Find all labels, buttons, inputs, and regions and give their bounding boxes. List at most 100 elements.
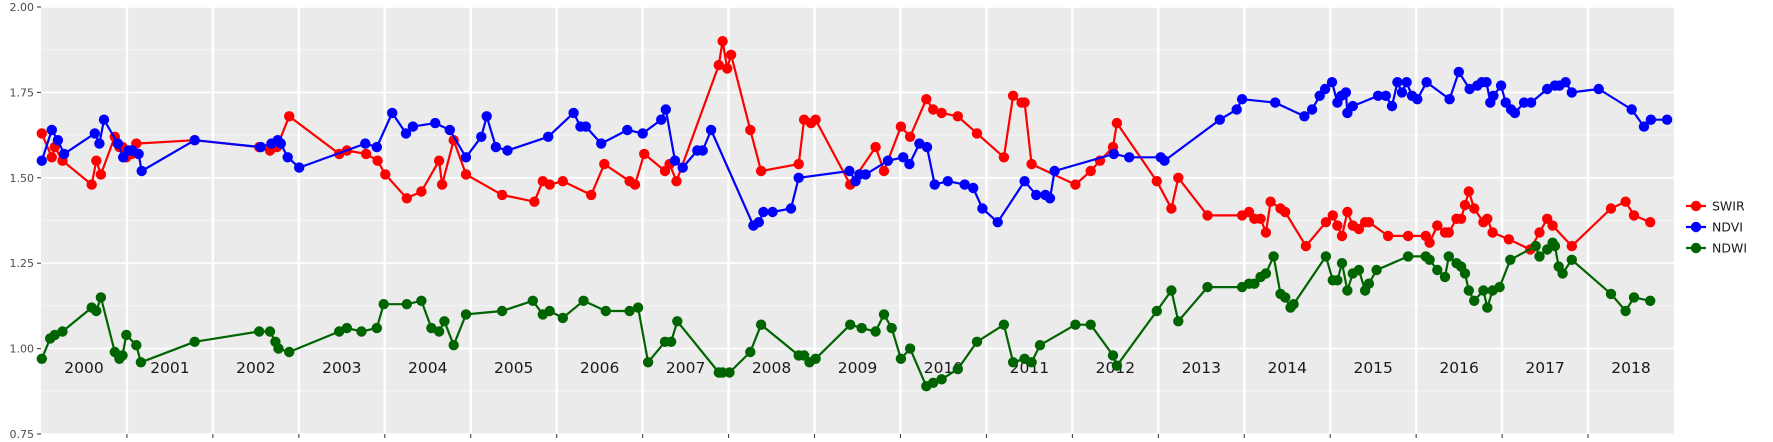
- year-label: 2007: [666, 359, 705, 377]
- data-point: [600, 305, 611, 317]
- data-point: [1166, 203, 1177, 214]
- data-point: [1534, 251, 1545, 262]
- data-point: [1469, 203, 1480, 214]
- data-point: [1265, 196, 1276, 207]
- data-point: [1236, 94, 1248, 105]
- data-point: [629, 179, 641, 190]
- data-point: [360, 148, 372, 160]
- data-point: [1320, 217, 1332, 228]
- year-label: 2000: [64, 359, 103, 377]
- data-point: [1336, 258, 1348, 269]
- data-point: [544, 305, 555, 317]
- data-point: [1300, 240, 1312, 252]
- data-point: [1620, 305, 1631, 317]
- data-point: [959, 179, 970, 190]
- data-point: [656, 114, 667, 125]
- data-point: [725, 49, 737, 60]
- data-point: [490, 141, 502, 153]
- data-point: [1280, 292, 1291, 303]
- data-point: [91, 305, 102, 317]
- data-point: [544, 179, 555, 190]
- data-point: [1320, 251, 1332, 262]
- data-point: [481, 111, 492, 122]
- data-point: [36, 353, 47, 364]
- data-point: [753, 217, 764, 228]
- data-point: [439, 316, 450, 327]
- data-point: [1270, 97, 1281, 108]
- data-point: [356, 326, 367, 337]
- data-point: [936, 107, 947, 119]
- data-point: [433, 326, 445, 337]
- data-point: [1319, 83, 1331, 95]
- data-point: [1453, 66, 1465, 78]
- y-axis: 0.75 1.00 1.25 1.50 1.75 2.00: [10, 1, 41, 441]
- data-point: [133, 148, 144, 160]
- data-point: [360, 138, 371, 149]
- data-point: [1444, 94, 1455, 105]
- data-point: [578, 295, 589, 306]
- data-point: [1386, 100, 1398, 112]
- y-tick-label: 1.75: [10, 86, 35, 99]
- data-point: [91, 155, 102, 166]
- data-point: [1363, 278, 1375, 289]
- data-point: [1306, 104, 1318, 115]
- data-point: [1534, 227, 1545, 238]
- data-point: [1214, 114, 1226, 125]
- year-label: 2002: [236, 359, 275, 377]
- data-point: [713, 59, 724, 71]
- data-point: [407, 121, 419, 132]
- data-point: [1549, 240, 1561, 252]
- data-point: [845, 319, 856, 330]
- data-point: [1459, 199, 1471, 211]
- series-layer: [36, 36, 1673, 392]
- data-point: [672, 316, 683, 327]
- data-point: [401, 299, 412, 310]
- legend-label-ndwi: NDWI: [1712, 241, 1747, 256]
- data-point: [476, 131, 487, 142]
- data-point: [1401, 77, 1412, 88]
- data-point: [95, 292, 107, 303]
- data-point: [1439, 271, 1451, 283]
- data-point: [952, 111, 963, 122]
- data-point: [1288, 299, 1299, 310]
- data-point: [705, 124, 717, 136]
- data-point: [529, 196, 540, 207]
- year-label: 2015: [1353, 359, 1392, 377]
- data-point: [1070, 319, 1081, 330]
- data-point: [642, 357, 654, 368]
- data-point: [1255, 213, 1266, 224]
- data-point: [1382, 230, 1394, 242]
- data-point: [1463, 186, 1475, 197]
- data-point: [921, 94, 932, 105]
- data-point: [131, 340, 142, 351]
- data-point: [1332, 275, 1343, 286]
- legend-label-ndvi: NDVI: [1712, 220, 1743, 235]
- data-point: [1487, 227, 1498, 238]
- data-point: [1347, 100, 1359, 112]
- data-point: [971, 128, 983, 139]
- data-point: [697, 145, 708, 156]
- data-point: [904, 343, 916, 354]
- data-point: [1332, 220, 1343, 231]
- data-point: [1620, 196, 1631, 207]
- data-point: [273, 343, 284, 354]
- data-point: [580, 121, 591, 132]
- data-point: [189, 135, 200, 146]
- data-point: [1372, 90, 1384, 102]
- series-swir: [36, 36, 1656, 255]
- data-point: [1026, 158, 1037, 170]
- data-point: [971, 336, 983, 347]
- data-point: [992, 217, 1003, 228]
- data-point: [496, 305, 508, 317]
- data-point: [1463, 285, 1475, 296]
- data-point: [1628, 292, 1640, 303]
- data-point: [284, 346, 295, 358]
- year-label: 2005: [494, 359, 533, 377]
- data-point: [1151, 176, 1163, 187]
- data-point: [952, 363, 963, 375]
- legend-key-point: [1690, 200, 1702, 212]
- data-point: [810, 114, 821, 125]
- data-point: [1268, 251, 1279, 262]
- data-point: [669, 155, 681, 166]
- data-point: [1336, 230, 1348, 242]
